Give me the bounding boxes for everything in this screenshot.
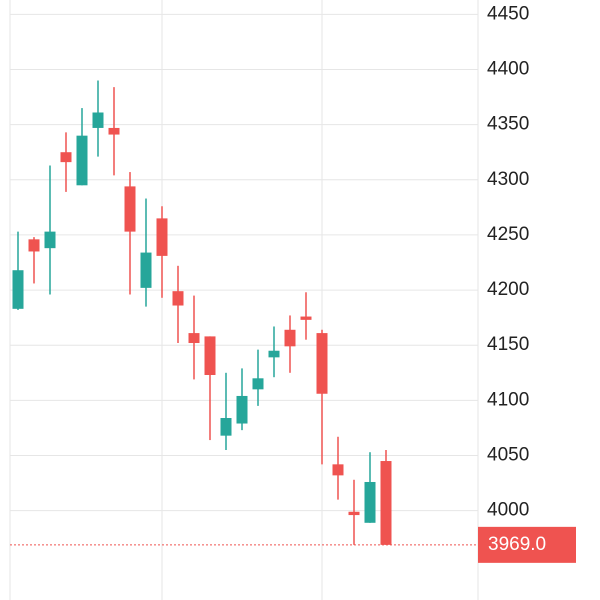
candle-body xyxy=(44,231,56,249)
candle-body xyxy=(92,112,104,128)
candle-body xyxy=(28,239,40,252)
candle-body xyxy=(172,291,184,306)
last-price-box xyxy=(478,526,576,563)
candle-body xyxy=(300,316,312,320)
y-tick-label: 4450 xyxy=(487,3,529,24)
candle-body xyxy=(76,135,88,186)
candle-body xyxy=(332,464,344,476)
y-tick-label: 4350 xyxy=(487,114,529,135)
candle-body xyxy=(204,336,216,375)
candle-body xyxy=(252,378,264,390)
candle-body xyxy=(108,127,120,135)
candle-body xyxy=(188,333,200,344)
candle-body xyxy=(268,350,280,358)
candle-body xyxy=(124,186,136,232)
last-price-label: 3969.0 xyxy=(488,534,546,555)
candle-body xyxy=(140,252,152,288)
candle-body xyxy=(156,218,168,256)
y-tick-label: 4200 xyxy=(487,279,529,300)
y-tick-label: 4400 xyxy=(487,59,529,80)
y-tick-label: 4300 xyxy=(487,169,529,190)
y-tick-label: 4000 xyxy=(487,500,529,521)
candle-body xyxy=(316,333,328,394)
candle-body xyxy=(364,481,376,523)
y-tick-label: 4150 xyxy=(487,334,529,355)
y-tick-label: 4250 xyxy=(487,224,529,245)
candle-body xyxy=(60,152,72,163)
candle-body xyxy=(380,461,392,545)
candle-body xyxy=(284,329,296,347)
candle-body xyxy=(236,395,248,424)
candle-body xyxy=(12,270,24,309)
y-tick-label: 4100 xyxy=(487,389,529,410)
candle-body xyxy=(348,511,360,516)
y-tick-label: 4050 xyxy=(487,445,529,466)
candle-body xyxy=(220,418,232,436)
